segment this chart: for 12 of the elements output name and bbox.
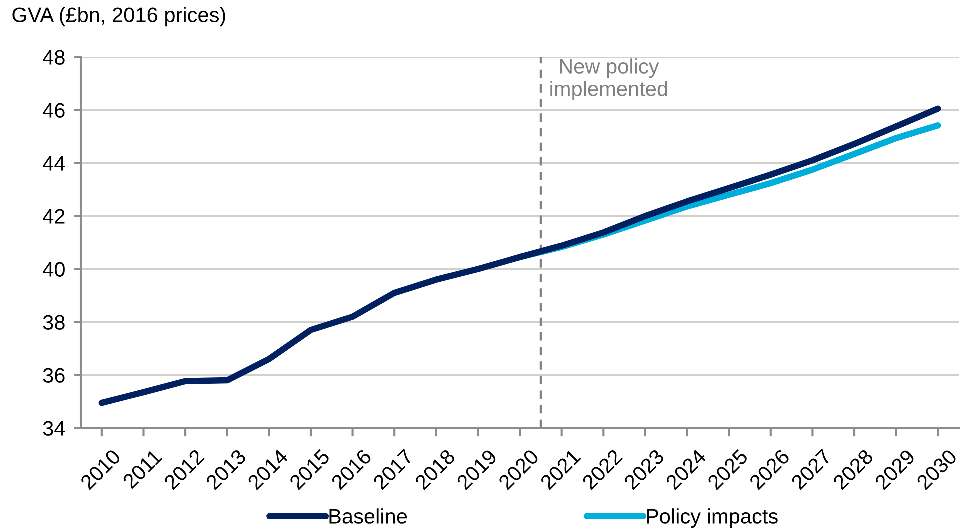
- ref-line-label: New policy implemented: [550, 58, 668, 100]
- y-tick-label: 34: [43, 421, 66, 436]
- y-tick-label: 48: [43, 50, 65, 65]
- y-tick-label: 42: [43, 209, 65, 224]
- y-tick-label: 44: [43, 156, 66, 171]
- y-axis-title: GVA (£bn, 2016 prices): [12, 7, 226, 27]
- y-tick-label: 46: [43, 103, 65, 118]
- legend-label: Baseline: [330, 508, 408, 524]
- y-tick-label: 36: [43, 368, 65, 383]
- y-tick-label: 38: [43, 315, 65, 330]
- y-tick-label: 40: [43, 262, 65, 277]
- legend-label: Policy impacts: [647, 508, 778, 528]
